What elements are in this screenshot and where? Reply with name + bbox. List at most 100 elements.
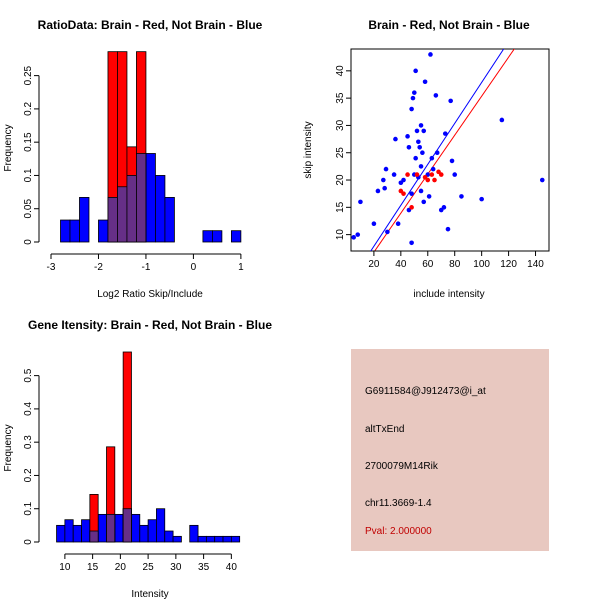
- scatter-y-tick-label: 10: [335, 229, 346, 241]
- scatter-point-not-brain: [417, 144, 422, 150]
- ratio-chart-title: RatioData: Brain - Red, Not Brain - Blue: [38, 18, 263, 32]
- intensity-x-tick-label: 10: [59, 562, 71, 573]
- probe-id-text: G6911584@J912473@i_at: [365, 386, 486, 397]
- intensity-bar-not-brain: [164, 530, 174, 543]
- intensity-bar-not-brain: [147, 519, 157, 543]
- ratio-bar-overlap: [117, 186, 128, 243]
- intensity-x-axis: 10 15 20 25 30 35 40: [59, 553, 238, 573]
- event-type-text: altTxEnd: [365, 424, 405, 435]
- scatter-point-brain: [429, 172, 435, 177]
- intensity-bar-overlap: [122, 508, 132, 543]
- ratio-x-axis: -3 -2 -1 0 1: [47, 253, 244, 273]
- scatter-point-not-brain: [413, 155, 418, 161]
- scatter-point-not-brain: [385, 229, 390, 235]
- intensity-x-axis-label: Intensity: [131, 589, 168, 600]
- scatter-point-not-brain: [416, 139, 421, 145]
- scatter-point-not-brain: [449, 158, 455, 164]
- scatter-point-not-brain: [405, 134, 410, 139]
- scatter-y-tick-label: 15: [335, 201, 346, 213]
- scatter-point-brain: [405, 172, 410, 177]
- ratio-bar-not-brain: [211, 230, 223, 243]
- scatter-y-tick-label: 20: [335, 174, 346, 186]
- scatter-x-tick-label: 40: [395, 259, 407, 270]
- scatter-x-tick-label: 80: [449, 259, 461, 270]
- scatter-point-not-brain: [383, 166, 389, 172]
- intensity-y-tick-label: 0.1: [23, 501, 34, 515]
- scatter-point-brain: [425, 177, 431, 183]
- scatter-x-tick-label: 140: [527, 259, 544, 270]
- ratio-bar-not-brain: [155, 175, 166, 243]
- scatter-fit-line-not-brain: [370, 49, 505, 251]
- intensity-bar-not-brain: [205, 535, 216, 543]
- intensity-y-tick-label: 0.4: [23, 402, 34, 416]
- scatter-y-axis: 10 15 20 25 30 35 40: [335, 65, 351, 240]
- intensity-bar-not-brain: [81, 519, 91, 543]
- intensity-bar-not-brain: [131, 513, 141, 543]
- ratio-bar-not-brain: [202, 230, 213, 243]
- scatter-point-not-brain: [410, 95, 416, 101]
- scatter-point-not-brain: [452, 172, 458, 177]
- scatter-y-axis-label: skip intensity: [303, 121, 314, 178]
- ratio-y-axis: 0 0.05 0.1 0.15 0.2 0.25: [23, 65, 40, 245]
- scatter-point-brain: [401, 191, 406, 196]
- ratio-x-tick-label: -2: [94, 262, 103, 273]
- intensity-y-axis: 0 0.1 0.2 0.3 0.4 0.5: [23, 368, 40, 545]
- intensity-bar-not-brain: [114, 513, 124, 543]
- intensity-bar-not-brain: [56, 524, 66, 543]
- intensity-bar-overlap: [89, 530, 99, 543]
- intensity-histogram-panel: Gene Itensity: Brain - Red, Not Brain - …: [3, 318, 272, 600]
- intensity-x-tick-label: 15: [87, 562, 99, 573]
- probe-info-panel: G6911584@J912473@i_at altTxEnd 2700079M1…: [351, 349, 549, 551]
- scatter-y-tick-label: 25: [335, 147, 346, 159]
- intensity-x-tick-label: 30: [170, 562, 182, 573]
- scatter-point-not-brain: [442, 131, 448, 136]
- scatter-chart-title: Brain - Red, Not Brain - Blue: [368, 18, 530, 32]
- intensity-bar-not-brain: [197, 535, 207, 543]
- scatter-fit-line-brain: [374, 49, 515, 251]
- intensity-bar-not-brain: [64, 519, 74, 543]
- intensity-x-tick-label: 40: [226, 562, 238, 573]
- scatter-point-not-brain: [393, 136, 398, 142]
- scatter-point-not-brain: [406, 144, 412, 150]
- scatter-point-not-brain: [412, 90, 417, 95]
- ratio-bars: [60, 51, 242, 243]
- scatter-point-not-brain: [409, 106, 414, 112]
- scatter-x-tick-label: 60: [422, 259, 434, 270]
- ratio-y-tick-label: 0.2: [23, 102, 34, 116]
- scatter-point-not-brain: [401, 177, 406, 183]
- scatter-x-tick-label: 120: [500, 259, 517, 270]
- scatter-point-brain: [438, 172, 444, 177]
- intensity-bar-not-brain: [230, 535, 241, 543]
- intensity-bar-not-brain: [222, 535, 232, 543]
- intensity-bar-not-brain: [139, 524, 149, 543]
- scatter-point-not-brain: [426, 194, 432, 199]
- ratio-x-tick-label: 0: [191, 262, 197, 273]
- scatter-y-tick-label: 35: [335, 92, 346, 104]
- ratio-x-axis-label: Log2 Ratio Skip/Include: [97, 289, 203, 300]
- scatter-point-not-brain: [429, 155, 435, 161]
- ratio-y-tick-label: 0.1: [23, 168, 34, 182]
- scatter-regression-lines: [370, 49, 515, 251]
- scatter-y-tick-label: 40: [335, 65, 346, 77]
- ratio-bar-overlap: [107, 197, 118, 243]
- scatter-point-not-brain: [499, 117, 505, 123]
- scatter-point-not-brain: [409, 240, 414, 246]
- scatter-y-tick-label: 30: [335, 119, 346, 131]
- intensity-bar-not-brain: [97, 513, 107, 543]
- scatter-point-not-brain: [355, 232, 361, 237]
- ratio-bar-not-brain: [145, 153, 156, 243]
- intensity-bars: [56, 351, 241, 543]
- pval-text: Pval: 2.000000: [365, 526, 432, 537]
- scatter-point-not-brain: [421, 128, 427, 134]
- ratio-bar-not-brain: [69, 219, 80, 243]
- ratio-x-tick-label: 1: [238, 262, 244, 273]
- ratio-histogram-panel: RatioData: Brain - Red, Not Brain - Blue…: [3, 18, 263, 300]
- scatter-point-not-brain: [351, 235, 356, 240]
- scatter-x-tick-label: 20: [368, 259, 380, 270]
- intensity-bar-not-brain: [72, 524, 82, 543]
- scatter-point-not-brain: [418, 123, 424, 128]
- scatter-point-not-brain: [420, 150, 425, 156]
- scatter-point-not-brain: [409, 191, 414, 196]
- scatter-point-not-brain: [413, 68, 418, 74]
